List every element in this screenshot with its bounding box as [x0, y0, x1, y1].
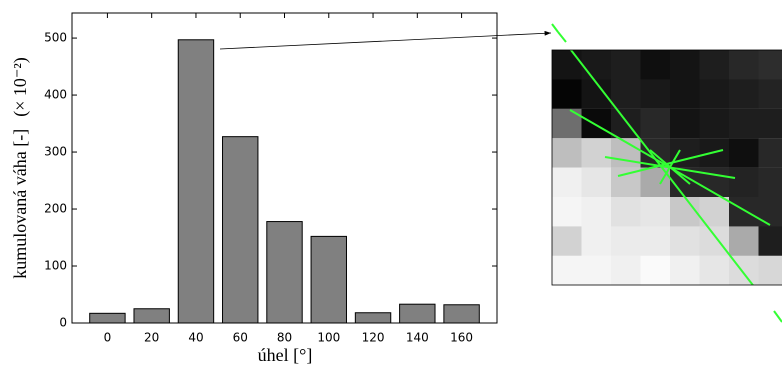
- y-tick-label: 0: [59, 316, 67, 330]
- pixel: [582, 109, 612, 139]
- green-line-top2: [558, 32, 566, 42]
- y-tick-label: 300: [44, 145, 67, 159]
- pixel: [700, 109, 730, 139]
- pixel: [670, 226, 700, 256]
- pixel: [759, 256, 782, 285]
- pixel: [582, 138, 612, 168]
- pixel: [552, 79, 582, 109]
- y-tick-label: 400: [44, 88, 67, 102]
- figure: úhel [°] kumulovaná váha [-] (× 10⁻²) 0 10…: [0, 0, 782, 372]
- pixel: [582, 197, 612, 227]
- x-tick-label: 60: [233, 331, 248, 345]
- x-tick-label: 120: [362, 331, 385, 345]
- pixel: [759, 50, 782, 80]
- x-tick-label: 40: [188, 331, 203, 345]
- pixel: [729, 109, 759, 139]
- pixel: [582, 256, 612, 285]
- pixel: [670, 138, 700, 168]
- bar: [90, 313, 125, 323]
- bar: [355, 313, 390, 323]
- pixel: [641, 256, 671, 285]
- pixel: [582, 50, 612, 80]
- pixel: [641, 226, 671, 256]
- green-line-bottom: [774, 311, 782, 322]
- pixel: [670, 50, 700, 80]
- pixel: [700, 79, 730, 109]
- pixel: [759, 79, 782, 109]
- pixel: [670, 109, 700, 139]
- pixel: [582, 226, 612, 256]
- pixel: [641, 109, 671, 139]
- y-axis-label: kumulovaná váha [-] (× 10⁻²): [10, 57, 31, 279]
- bar: [223, 137, 258, 323]
- pixel: [729, 138, 759, 168]
- y-tick-label: 500: [44, 31, 67, 45]
- pixel: [552, 50, 582, 80]
- bar: [444, 305, 479, 323]
- pixel: [759, 109, 782, 139]
- pixel: [670, 79, 700, 109]
- pixel: [641, 197, 671, 227]
- pixel: [729, 79, 759, 109]
- bar: [134, 309, 169, 323]
- pixel: [729, 168, 759, 198]
- x-tick-label: 160: [450, 331, 473, 345]
- pixel: [552, 256, 582, 285]
- pixel: [729, 50, 759, 80]
- pixel: [759, 168, 782, 198]
- pixel: [552, 138, 582, 168]
- bar: [311, 236, 346, 323]
- pixel: [611, 256, 641, 285]
- y-label-text: kumulovaná váha [-]: [10, 129, 30, 279]
- pixel: [729, 197, 759, 227]
- x-axis-label: úhel [°]: [258, 345, 313, 365]
- y-scale-label: (× 10⁻²): [10, 57, 31, 117]
- x-tick-label: 100: [317, 331, 340, 345]
- bar: [400, 304, 435, 323]
- x-tick-label: 80: [277, 331, 292, 345]
- x-tick-label: 20: [144, 331, 159, 345]
- pixel: [700, 256, 730, 285]
- pixel: [611, 226, 641, 256]
- pixel: [759, 226, 782, 256]
- pixel: [700, 226, 730, 256]
- pixel: [611, 197, 641, 227]
- pixel: [552, 168, 582, 198]
- pixel: [759, 197, 782, 227]
- pixel: [552, 197, 582, 227]
- pixel: [611, 50, 641, 80]
- pixel: [670, 256, 700, 285]
- green-line-top: [552, 24, 558, 32]
- pixel: [582, 168, 612, 198]
- pixel: [641, 79, 671, 109]
- bar: [178, 40, 213, 323]
- pixel: [729, 226, 759, 256]
- pixel: [611, 79, 641, 109]
- x-tick-label: 140: [406, 331, 429, 345]
- pixel: [700, 50, 730, 80]
- arrow: [220, 33, 551, 49]
- pixel: [552, 226, 582, 256]
- pixel: [641, 50, 671, 80]
- y-tick-label: 100: [44, 259, 67, 273]
- y-tick-label: 200: [44, 202, 67, 216]
- x-tick-label: 0: [104, 331, 112, 345]
- pixel: [759, 138, 782, 168]
- bar: [267, 222, 302, 323]
